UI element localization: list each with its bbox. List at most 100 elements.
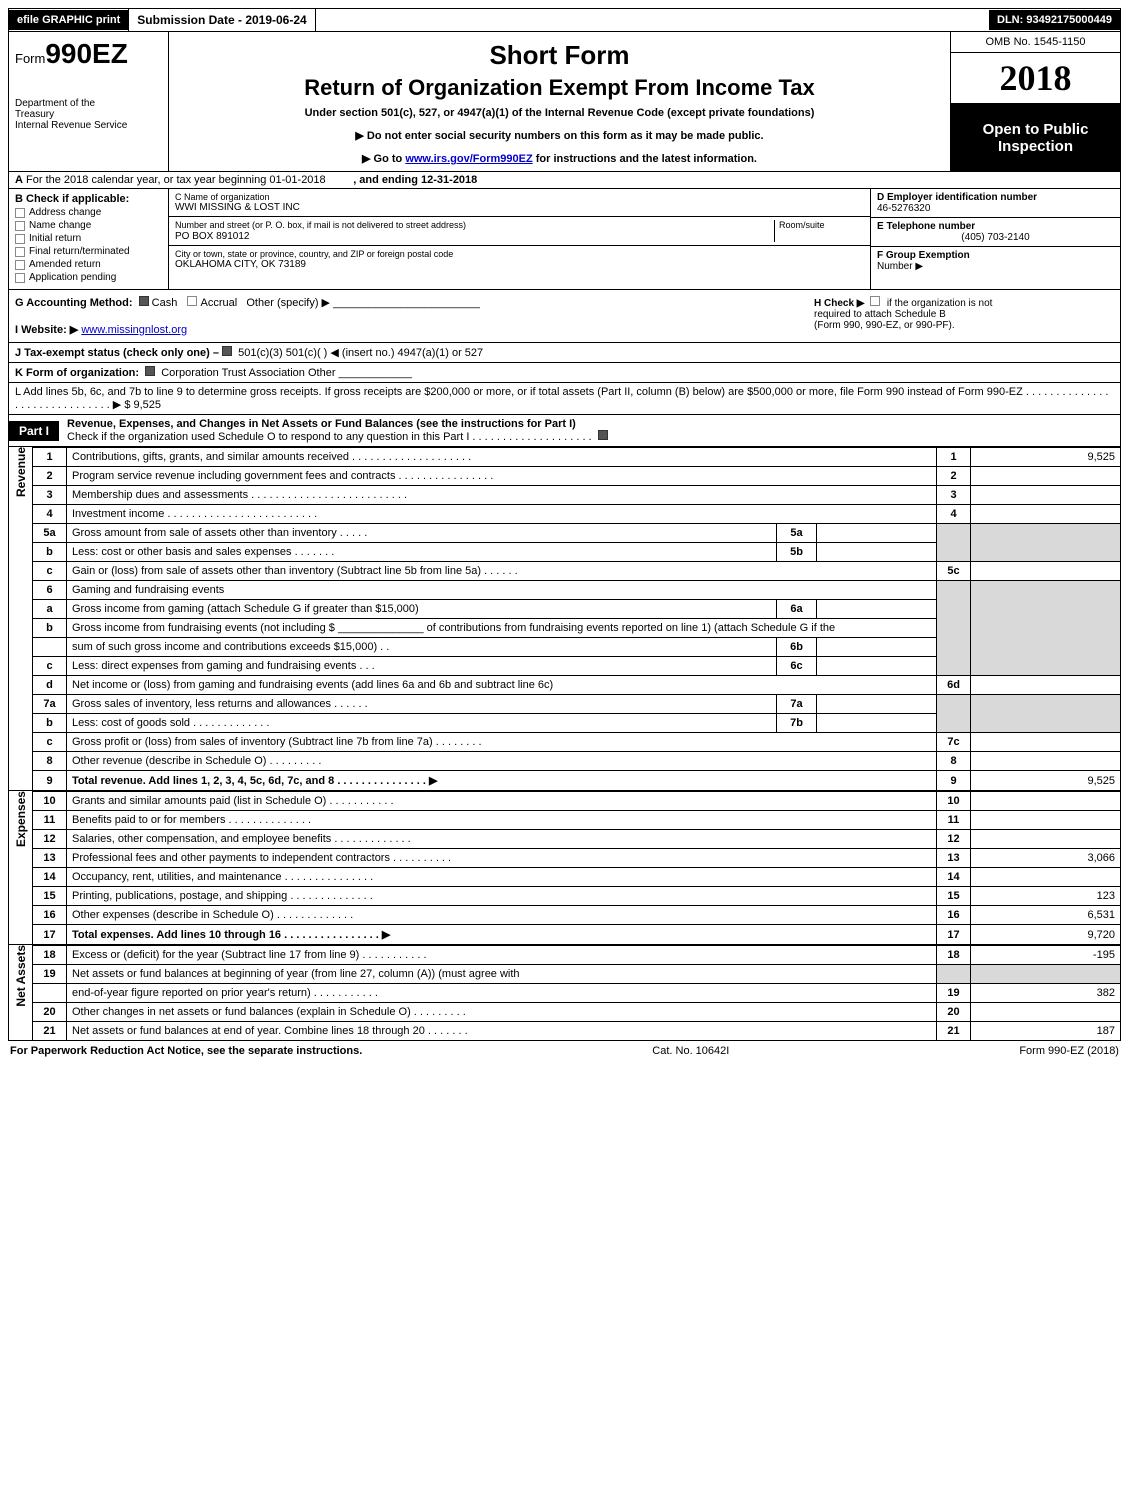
line-desc: Other changes in net assets or fund bala… <box>67 1003 937 1022</box>
chk-application-pending[interactable]: Application pending <box>15 272 162 283</box>
side-net-assets: Net Assets <box>8 945 32 1041</box>
section-a-text: For the 2018 calendar year, or tax year … <box>26 174 326 186</box>
j-opts: 501(c)(3) 501(c)( ) ◀ (insert no.) 4947(… <box>238 347 483 359</box>
footer-right: Form 990-EZ (2018) <box>1019 1045 1119 1057</box>
h-text1: if the organization is not <box>887 298 993 309</box>
line-amt: 9,525 <box>971 771 1121 791</box>
line-num: 9 <box>937 771 971 791</box>
checkbox-icon <box>15 260 25 270</box>
checkbox-filled-icon <box>598 430 608 440</box>
line-desc: Other revenue (describe in Schedule O) .… <box>67 752 937 771</box>
org-name: WWI MISSING & LOST INC <box>175 202 864 213</box>
b-header: Check if applicable: <box>26 193 129 205</box>
g-label: G Accounting Method: <box>15 297 133 309</box>
org-address: PO BOX 891012 <box>175 231 250 242</box>
dept-line3: Internal Revenue Service <box>15 120 127 131</box>
lineno: 3 <box>33 486 67 505</box>
h-text2: required to attach Schedule B <box>814 309 946 320</box>
line-num: 1 <box>937 448 971 467</box>
col-b-checkboxes: B Check if applicable: Address change Na… <box>9 189 169 289</box>
col-def: D Employer identification number 46-5276… <box>870 189 1120 289</box>
expenses-block: Expenses 10Grants and similar amounts pa… <box>8 791 1121 945</box>
line-desc: Gross profit or (loss) from sales of inv… <box>67 733 937 752</box>
g-accrual: Accrual <box>201 297 238 309</box>
chk-label: Final return/terminated <box>29 246 130 257</box>
ein-row: D Employer identification number 46-5276… <box>871 189 1120 218</box>
chk-initial-return[interactable]: Initial return <box>15 233 162 244</box>
line-desc: Other expenses (describe in Schedule O) … <box>67 906 937 925</box>
line-amt <box>971 505 1121 524</box>
line-num: 5c <box>937 562 971 581</box>
phone-value: (405) 703-2140 <box>877 232 1114 243</box>
lineno: 6 <box>33 581 67 600</box>
return-title: Return of Organization Exempt From Incom… <box>179 75 940 101</box>
lineno <box>33 984 67 1003</box>
section-bc: B Check if applicable: Address change Na… <box>8 189 1121 290</box>
revenue-block: Revenue 1Contributions, gifts, grants, a… <box>8 447 1121 791</box>
open-line1: Open to Public <box>955 121 1116 138</box>
form-header: Form990EZ Department of the Treasury Int… <box>8 32 1121 172</box>
table-row: 20Other changes in net assets or fund ba… <box>33 1003 1121 1022</box>
top-bar: efile GRAPHIC print Submission Date - 20… <box>8 8 1121 32</box>
line-num: 18 <box>937 946 971 965</box>
shaded-cell <box>937 524 971 562</box>
line-desc-bold: Total revenue. Add lines 1, 2, 3, 4, 5c,… <box>72 775 437 787</box>
lineno: 5a <box>33 524 67 543</box>
phone-row: E Telephone number (405) 703-2140 <box>871 218 1120 247</box>
line-desc: Gross amount from sale of assets other t… <box>67 524 777 543</box>
line-amt <box>971 830 1121 849</box>
line-desc: Salaries, other compensation, and employ… <box>67 830 937 849</box>
line-amt: -195 <box>971 946 1121 965</box>
line-amt <box>971 676 1121 695</box>
line-desc: Professional fees and other payments to … <box>67 849 937 868</box>
line-num: 4 <box>937 505 971 524</box>
i-website: I Website: ▶ www.missingnlost.org <box>15 323 814 336</box>
chk-final-return[interactable]: Final return/terminated <box>15 246 162 257</box>
line-amt <box>971 792 1121 811</box>
line-desc: Gaming and fundraising events <box>67 581 937 600</box>
org-city-row: City or town, state or province, country… <box>169 246 870 289</box>
goto-link[interactable]: www.irs.gov/Form990EZ <box>405 153 532 165</box>
line-desc-bold: Total expenses. Add lines 10 through 16 … <box>72 929 390 941</box>
table-row: 10Grants and similar amounts paid (list … <box>33 792 1121 811</box>
chk-amended-return[interactable]: Amended return <box>15 259 162 270</box>
table-row: 14Occupancy, rent, utilities, and mainte… <box>33 868 1121 887</box>
lineno: 18 <box>33 946 67 965</box>
chk-address-change[interactable]: Address change <box>15 207 162 218</box>
table-row: 12Salaries, other compensation, and empl… <box>33 830 1121 849</box>
table-row: 3Membership dues and assessments . . . .… <box>33 486 1121 505</box>
checkbox-icon <box>15 234 25 244</box>
table-row: 15Printing, publications, postage, and s… <box>33 887 1121 906</box>
line-num: 11 <box>937 811 971 830</box>
section-gh: G Accounting Method: Cash Accrual Other … <box>8 290 1121 343</box>
table-row: 16Other expenses (describe in Schedule O… <box>33 906 1121 925</box>
goto-prefix: ▶ Go to <box>362 153 405 165</box>
mid-lineno: 6b <box>777 638 817 657</box>
chk-name-change[interactable]: Name change <box>15 220 162 231</box>
department-label: Department of the Treasury Internal Reve… <box>15 98 162 131</box>
lineno: 2 <box>33 467 67 486</box>
lineno: c <box>33 562 67 581</box>
checkbox-icon <box>187 296 197 306</box>
line-desc: Total revenue. Add lines 1, 2, 3, 4, 5c,… <box>67 771 937 791</box>
line-desc: Contributions, gifts, grants, and simila… <box>67 448 937 467</box>
section-a: A For the 2018 calendar year, or tax yea… <box>8 172 1121 189</box>
lineno: 12 <box>33 830 67 849</box>
net-assets-block: Net Assets 18Excess or (deficit) for the… <box>8 945 1121 1041</box>
city-label: City or town, state or province, country… <box>175 249 864 259</box>
chk-label: Name change <box>29 220 91 231</box>
org-name-row: C Name of organization WWI MISSING & LOS… <box>169 189 870 217</box>
efile-print-button[interactable]: efile GRAPHIC print <box>9 10 128 30</box>
part-i-header: Part I Revenue, Expenses, and Changes in… <box>8 415 1121 447</box>
checkbox-filled-icon <box>145 366 155 376</box>
line-num: 7c <box>937 733 971 752</box>
website-link[interactable]: www.missingnlost.org <box>81 324 187 336</box>
line-num: 10 <box>937 792 971 811</box>
mid-lineno: 5a <box>777 524 817 543</box>
line-desc: Program service revenue including govern… <box>67 467 937 486</box>
line-amt <box>971 1003 1121 1022</box>
no-ssn-note: ▶ Do not enter social security numbers o… <box>179 129 940 142</box>
mid-lineno: 5b <box>777 543 817 562</box>
part-i-check: Check if the organization used Schedule … <box>67 431 592 443</box>
line-desc: Printing, publications, postage, and shi… <box>67 887 937 906</box>
